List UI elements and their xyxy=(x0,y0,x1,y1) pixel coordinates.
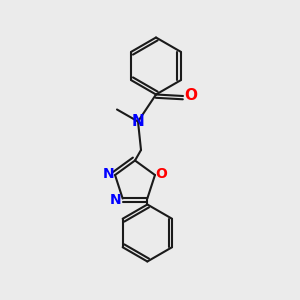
Text: N: N xyxy=(103,167,115,181)
Text: N: N xyxy=(109,193,121,207)
Text: O: O xyxy=(184,88,197,104)
Text: O: O xyxy=(155,167,167,181)
Text: N: N xyxy=(132,114,144,129)
